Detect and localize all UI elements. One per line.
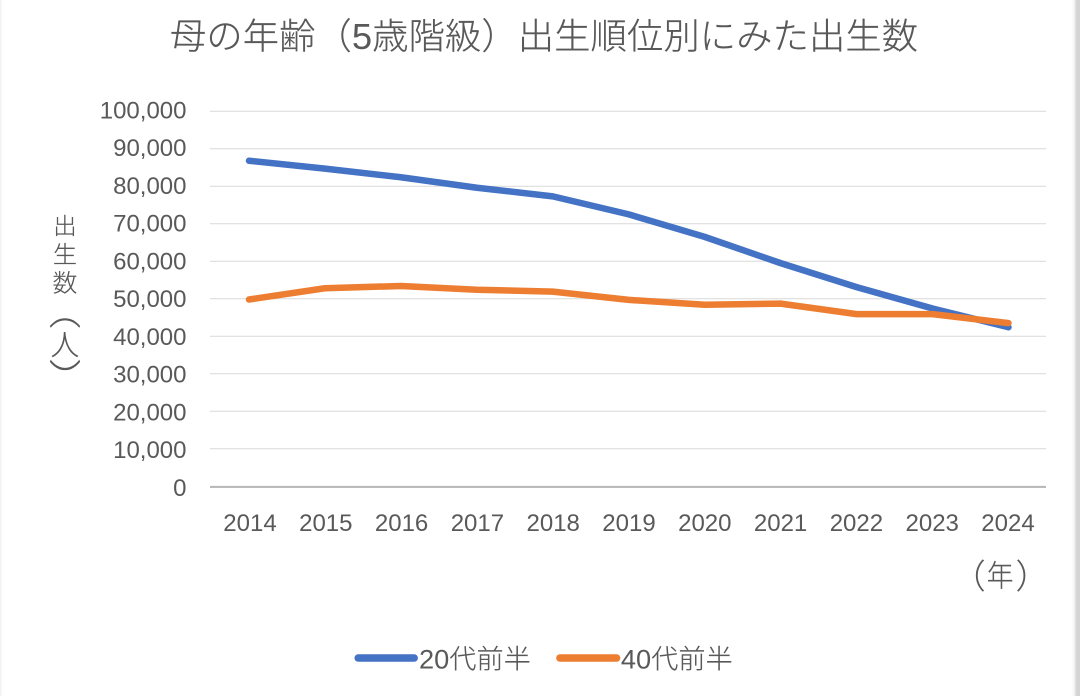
svg-text:2019: 2019 <box>602 510 655 537</box>
svg-text:80,000: 80,000 <box>113 173 186 200</box>
svg-text:2014: 2014 <box>223 510 276 537</box>
svg-text:60,000: 60,000 <box>113 248 186 275</box>
svg-text:2017: 2017 <box>451 510 504 537</box>
svg-text:90,000: 90,000 <box>113 135 186 162</box>
svg-text:30,000: 30,000 <box>113 362 186 389</box>
svg-text:100,000: 100,000 <box>100 97 187 124</box>
svg-text:2020: 2020 <box>678 510 731 537</box>
svg-text:0: 0 <box>173 475 186 502</box>
svg-text:40,000: 40,000 <box>113 324 186 351</box>
svg-text:2016: 2016 <box>375 510 428 537</box>
svg-text:2023: 2023 <box>906 510 959 537</box>
svg-text:10,000: 10,000 <box>113 437 186 464</box>
svg-text:2022: 2022 <box>830 510 883 537</box>
svg-text:40: 40 <box>621 644 651 675</box>
svg-text:50,000: 50,000 <box>113 286 186 313</box>
svg-text:2015: 2015 <box>299 510 352 537</box>
svg-text:2021: 2021 <box>754 510 807 537</box>
svg-text:2018: 2018 <box>527 510 580 537</box>
svg-text:70,000: 70,000 <box>113 211 186 238</box>
svg-text:5: 5 <box>352 16 372 57</box>
svg-text:2024: 2024 <box>981 510 1034 537</box>
svg-text:20: 20 <box>419 644 449 675</box>
svg-text:20,000: 20,000 <box>113 399 186 426</box>
